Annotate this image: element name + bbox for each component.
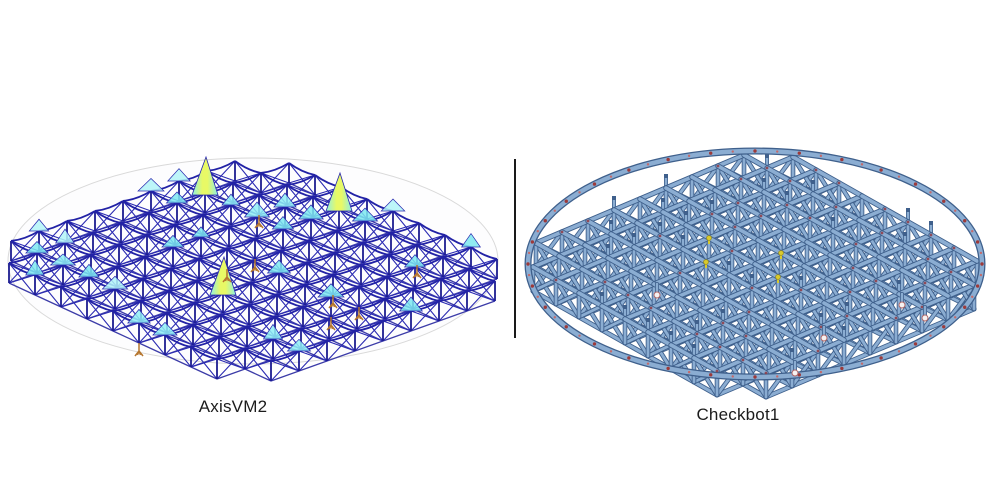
checkbot-solid-model [524, 147, 986, 400]
divider-line [514, 159, 516, 338]
checkbot-caption: Checkbot1 [696, 405, 780, 424]
axisvm-wireframe-model [7, 155, 499, 382]
axisvm-caption: AxisVM2 [198, 397, 268, 416]
